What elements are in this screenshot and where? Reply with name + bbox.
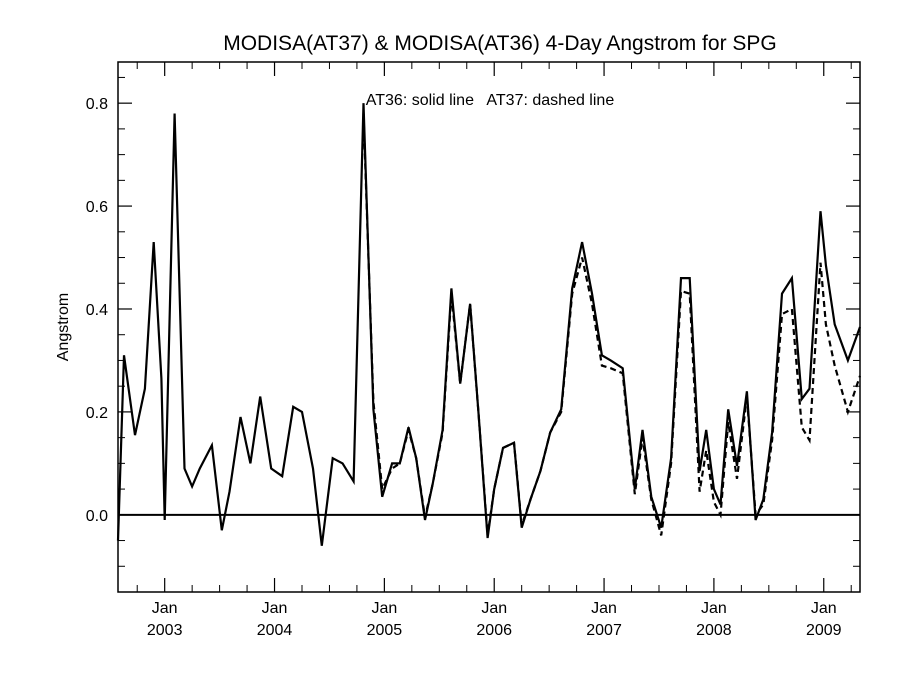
x-tick-year-label: 2004 (257, 622, 293, 639)
x-tick-month-label: Jan (811, 600, 837, 617)
chart-title: MODISA(AT37) & MODISA(AT36) 4-Day Angstr… (223, 32, 777, 55)
axis-ticks (118, 62, 860, 593)
tick-labels: 0.0 0.2 0.4 0.6 0.8 Jan 2003 Jan 2004 Jan 2005 Jan 2… (86, 96, 842, 639)
line-style-annotation: AT36: solid line AT37: dashed line (366, 92, 615, 109)
y-tick-label: 0.2 (86, 405, 108, 422)
x-tick-month-label: Jan (152, 600, 178, 617)
y-tick-label: 0.6 (86, 199, 108, 216)
x-tick-year-label: 2003 (147, 622, 183, 639)
x-tick-month-label: Jan (481, 600, 507, 617)
x-tick-month-label: Jan (701, 600, 727, 617)
series-line-at36 (116, 103, 862, 546)
x-tick-month-label: Jan (371, 600, 397, 617)
x-tick-year-label: 2008 (696, 622, 732, 639)
series-group (116, 103, 862, 546)
x-tick-year-label: 2006 (476, 622, 512, 639)
y-axis-label: Angstrom (55, 293, 72, 361)
series-line-at37 (362, 113, 862, 536)
x-tick-year-label: 2009 (806, 622, 842, 639)
x-tick-month-label: Jan (262, 600, 288, 617)
x-tick-month-label: Jan (591, 600, 617, 617)
y-tick-label: 0.8 (86, 96, 108, 113)
x-tick-year-label: 2005 (367, 622, 403, 639)
y-tick-label: 0.0 (86, 508, 108, 525)
x-tick-year-label: 2007 (586, 622, 622, 639)
plot-frame (117, 61, 861, 593)
y-tick-label: 0.4 (86, 302, 108, 319)
